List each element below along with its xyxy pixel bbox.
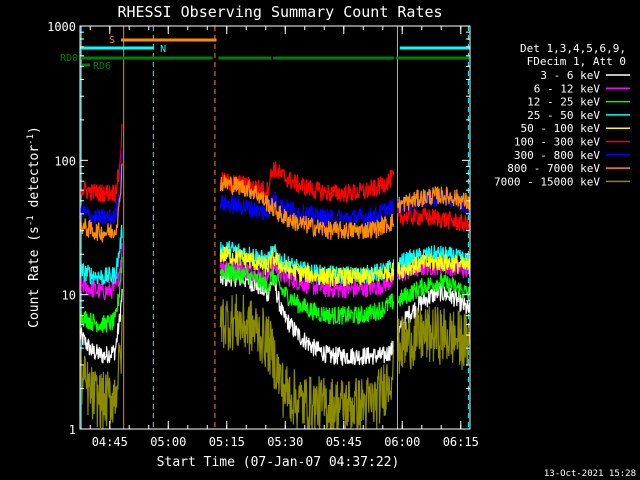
rd6-flag-label: RD6 bbox=[93, 61, 111, 72]
series-line bbox=[397, 206, 471, 234]
legend-entry-label: 300 - 800 keV bbox=[514, 149, 600, 162]
x-tick-label: 05:45 bbox=[326, 435, 362, 449]
x-tick-label: 04:45 bbox=[92, 435, 128, 449]
y-tick-label: 1 bbox=[69, 423, 76, 437]
legend-header: FDecim 1, Att 0 bbox=[527, 55, 626, 68]
legend-entry-label: 800 - 7000 keV bbox=[507, 162, 600, 175]
footer-date: 13-Oct-2021 15:28 bbox=[544, 469, 636, 479]
legend-entry-label: 50 - 100 keV bbox=[521, 122, 601, 135]
rd0-flag-label: RD0 bbox=[60, 53, 78, 64]
series-line bbox=[219, 161, 395, 203]
legend-entry-label: 7000 - 15000 keV bbox=[494, 175, 600, 188]
series-line bbox=[219, 263, 395, 325]
x-tick-label: 06:00 bbox=[384, 435, 420, 449]
legend-entry-label: 25 - 50 keV bbox=[527, 109, 600, 122]
series-line bbox=[79, 163, 123, 244]
y-tick-label: 1000 bbox=[47, 20, 76, 34]
plot-frame bbox=[79, 25, 471, 430]
legend-entry-label: 100 - 300 keV bbox=[514, 136, 600, 149]
series-line bbox=[79, 256, 123, 333]
x-tick-label: 05:00 bbox=[150, 435, 186, 449]
night-flag-label: N bbox=[160, 44, 166, 55]
x-tick-label: 06:15 bbox=[443, 435, 479, 449]
series-line bbox=[79, 288, 123, 364]
x-tick-label: 05:15 bbox=[209, 435, 245, 449]
data-series bbox=[79, 123, 471, 430]
legend-header: Det 1,3,4,5,6,9, bbox=[520, 42, 626, 55]
legend: Det 1,3,4,5,6,9,FDecim 1, Att 03 - 6 keV… bbox=[494, 42, 630, 188]
series-line bbox=[219, 246, 395, 287]
series-line bbox=[397, 305, 471, 374]
legend-entry-label: 12 - 25 keV bbox=[527, 96, 600, 109]
y-tick-label: 10 bbox=[62, 289, 76, 303]
series-line bbox=[397, 273, 471, 307]
saa-flag-label: S bbox=[109, 35, 115, 46]
series-line bbox=[219, 174, 395, 240]
series-line bbox=[79, 224, 123, 286]
axes: 1 10 100 1000 04:45 05:00 05:15 05:30 05:45 06:00… bbox=[47, 20, 479, 449]
x-tick-label: 05:30 bbox=[267, 435, 303, 449]
series-line bbox=[397, 245, 471, 272]
series-line bbox=[397, 186, 471, 214]
series-line bbox=[79, 148, 123, 227]
series-line bbox=[79, 314, 123, 429]
series-line bbox=[219, 294, 395, 430]
legend-entry-label: 6 - 12 keV bbox=[534, 82, 601, 95]
chart-title: RHESSI Observing Summary Count Rates bbox=[117, 3, 442, 21]
series-line bbox=[79, 123, 123, 204]
y-tick-label: 100 bbox=[54, 154, 76, 168]
series-line bbox=[397, 252, 471, 280]
x-axis-label: Start Time (07-Jan-07 04:37:22) bbox=[157, 455, 400, 470]
series-line bbox=[219, 191, 395, 228]
legend-entry-label: 3 - 6 keV bbox=[540, 69, 600, 82]
y-axis-label: Count Rate (s-1 detector-1) bbox=[26, 126, 42, 328]
